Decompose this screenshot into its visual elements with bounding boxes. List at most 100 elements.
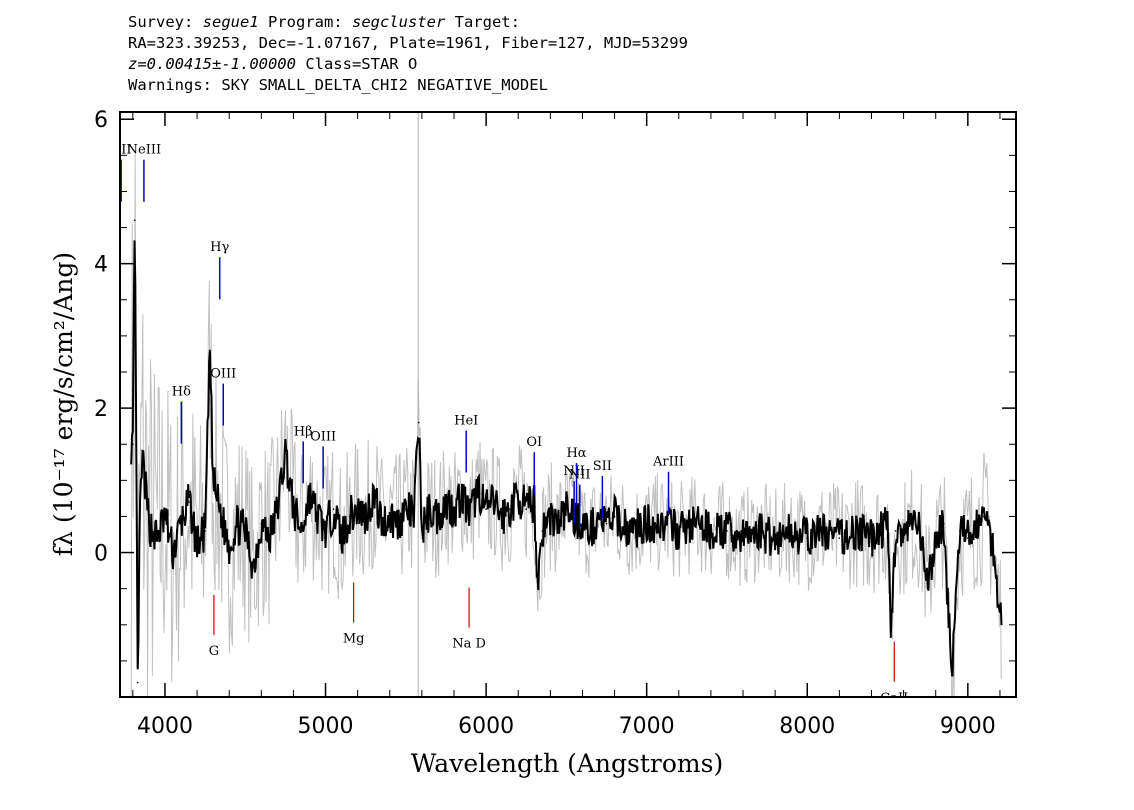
flux-point [252, 566, 255, 568]
flux-point [557, 522, 560, 525]
flux-point [597, 515, 600, 518]
flux-point [589, 530, 592, 532]
y-axis-title: fλ (10⁻¹⁷ erg/s/cm²/Ang) [49, 252, 78, 556]
flux-point [902, 537, 905, 539]
axes: 4000 5000 6000 7000 8000 9000 0 2 4 6 [94, 108, 1016, 739]
emission-line-label: Hγ [210, 240, 229, 255]
flux-point [445, 501, 447, 503]
target-prefix: Target: [445, 13, 520, 31]
flux-point [967, 537, 969, 539]
program-name: segcluster [351, 13, 446, 31]
flux-point [437, 515, 439, 518]
flux-point [485, 508, 487, 511]
flux-point [132, 443, 134, 446]
flux-point [918, 530, 921, 532]
flux-point [429, 508, 431, 511]
emission-line-label: ArIII [652, 455, 684, 470]
flux-point [870, 537, 873, 539]
flux-point [220, 515, 222, 518]
spectrum-header: Survey: segue1 Program: segcluster Targe… [128, 12, 688, 96]
flux-point [541, 530, 544, 532]
flux-point [188, 501, 190, 503]
flux-point [790, 530, 792, 532]
flux-point [493, 501, 495, 503]
flux-point [942, 522, 945, 525]
flux-point [356, 508, 359, 511]
x-axis-title: Wavelength (Angstroms) [411, 749, 723, 778]
flux-point [364, 515, 367, 518]
flux-point [999, 609, 1001, 612]
flux-point [204, 530, 206, 532]
redshift-value: z=0.00415±-1.00000 [128, 55, 296, 73]
flux-point [838, 537, 841, 539]
flux-point [388, 515, 391, 518]
flux-point [910, 522, 913, 525]
emission-line-label: HeI [454, 414, 478, 429]
flux-point [180, 522, 182, 525]
flux-point [308, 493, 311, 496]
flux-point [396, 522, 399, 525]
flux-point [324, 530, 327, 532]
flux-point [661, 522, 664, 525]
survey-name: segue1 [202, 13, 259, 31]
x-tick-label: 7000 [619, 714, 675, 739]
flux-point [284, 450, 287, 453]
flux-point [148, 522, 150, 525]
flux-point [136, 681, 139, 684]
flux-point [806, 537, 809, 539]
flux-point [726, 530, 728, 532]
emission-line-label: OII [111, 143, 132, 158]
flux-point [517, 493, 520, 496]
emission-line-label: OIII [310, 429, 336, 444]
flux-point [758, 530, 760, 532]
emission-line-label: OIII [210, 367, 236, 382]
x-tick-label: 9000 [940, 714, 996, 739]
absorption-line-label: Na D [452, 637, 486, 652]
flux-point [461, 493, 463, 496]
flux-point [991, 537, 993, 539]
flux-point [417, 421, 420, 424]
class-value: Class=STAR O [295, 55, 418, 73]
flux-point [536, 580, 539, 583]
x-tick-label: 8000 [779, 714, 835, 739]
flux-points [132, 219, 1001, 684]
y-tick-label: 6 [94, 108, 108, 133]
flux-point [822, 530, 825, 532]
flux-point [172, 551, 174, 554]
emission-line-label: NeIII [127, 143, 161, 158]
flux-point [774, 537, 776, 539]
flux-point [141, 457, 144, 460]
flux-point [983, 515, 985, 518]
flux-point [889, 631, 892, 633]
survey-prefix: Survey: [128, 13, 203, 31]
absorption-line-label: CaII [880, 691, 908, 706]
flux-point [156, 537, 158, 539]
flux-point [581, 522, 584, 525]
emission-line-label: OI [526, 435, 542, 450]
flux-point [894, 530, 897, 532]
flux-series [130, 240, 1003, 677]
header-line-redshift: z=0.00415±-1.00000 Class=STAR O [128, 54, 688, 75]
flux-point [549, 515, 552, 518]
emission-line-label: Hα [566, 446, 586, 461]
flux-point [139, 508, 141, 511]
plot-frame [119, 111, 1017, 698]
emission-line-label: Hδ [172, 385, 191, 400]
y-tick-label: 2 [94, 397, 108, 422]
emission-line-label: SII [593, 459, 612, 474]
plot-area: OIINeIIIHγHδOIIIHβOIIIHeIOINIIHαSIINIIAr… [111, 112, 1003, 706]
flux-point [244, 530, 247, 532]
y-tick-label: 4 [94, 253, 108, 278]
x-tick-label: 5000 [298, 714, 354, 739]
flux-point [133, 219, 136, 222]
flux-point [292, 508, 295, 511]
flux-point [421, 530, 423, 532]
flux-point [228, 544, 230, 547]
emission-line-label: Hβ [294, 424, 313, 439]
header-line-coords: RA=323.39253, Dec=-1.07167, Plate=1961, … [128, 34, 688, 52]
flux-point [236, 522, 239, 525]
flux-point [196, 544, 198, 547]
flux-point [212, 479, 214, 482]
flux-point [958, 530, 961, 532]
